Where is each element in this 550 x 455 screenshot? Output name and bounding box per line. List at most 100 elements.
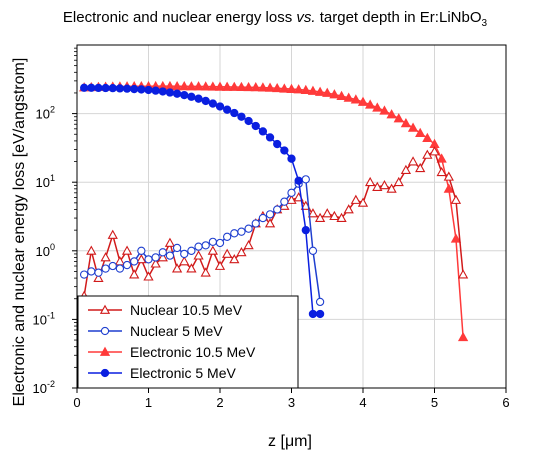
data-point-electronic-10-5-mev — [415, 127, 426, 137]
chart-title: Electronic and nuclear energy loss vs. t… — [63, 9, 488, 29]
data-point-nuclear-5-mev — [172, 243, 182, 253]
series-layer — [79, 80, 469, 342]
data-point-electronic-5-mev — [115, 84, 125, 93]
data-point-electronic-10-5-mev — [264, 82, 276, 92]
data-point-electronic-5-mev — [94, 83, 103, 93]
data-point-nuclear-10-5-mev — [457, 269, 469, 279]
data-point-nuclear-5-mev — [215, 238, 225, 248]
data-point-electronic-5-mev — [108, 83, 117, 93]
data-point-electronic-5-mev — [151, 86, 160, 95]
data-point-nuclear-10-5-mev — [86, 245, 97, 255]
data-point-nuclear-5-mev — [115, 264, 125, 273]
data-point-nuclear-5-mev — [94, 268, 103, 277]
data-point-electronic-10-5-mev — [214, 81, 226, 91]
data-point-nuclear-5-mev — [315, 297, 325, 307]
data-point-nuclear-5-mev — [273, 205, 282, 214]
data-point-nuclear-5-mev — [201, 241, 210, 250]
data-point-nuclear-10-5-mev — [307, 208, 319, 218]
data-point-electronic-10-5-mev — [443, 183, 454, 193]
x-tick-label: 1 — [145, 395, 152, 410]
legend-marker-nuclear-10-5-mev — [99, 304, 111, 314]
data-point-nuclear-10-5-mev — [186, 263, 197, 273]
data-point-electronic-10-5-mev — [407, 122, 419, 132]
data-point-electronic-5-mev — [158, 87, 167, 96]
data-point-nuclear-5-mev — [137, 246, 146, 255]
y-tick-label: 100 — [36, 242, 55, 259]
data-point-electronic-5-mev — [230, 108, 239, 118]
x-tick-label: 2 — [216, 395, 223, 410]
data-point-electronic-10-5-mev — [229, 81, 240, 91]
data-point-nuclear-5-mev — [308, 246, 318, 255]
data-point-electronic-5-mev — [237, 112, 246, 121]
data-point-electronic-5-mev — [244, 116, 253, 126]
data-point-electronic-10-5-mev — [286, 83, 297, 93]
data-point-nuclear-5-mev — [87, 267, 96, 276]
data-point-nuclear-5-mev — [122, 260, 132, 270]
data-point-electronic-5-mev — [301, 225, 310, 235]
data-point-nuclear-10-5-mev — [336, 212, 347, 222]
data-point-electronic-5-mev — [273, 139, 282, 149]
data-point-nuclear-10-5-mev — [143, 271, 154, 281]
data-point-nuclear-10-5-mev — [129, 269, 140, 279]
data-point-electronic-10-5-mev — [193, 81, 204, 91]
data-point-nuclear-10-5-mev — [407, 156, 419, 166]
data-point-nuclear-10-5-mev — [229, 254, 240, 264]
y-tick-label: 101 — [36, 173, 55, 190]
data-point-nuclear-10-5-mev — [150, 258, 161, 268]
data-point-nuclear-5-mev — [244, 224, 253, 233]
data-point-electronic-10-5-mev — [300, 84, 311, 95]
data-point-nuclear-5-mev — [265, 210, 275, 219]
data-point-nuclear-10-5-mev — [415, 162, 426, 173]
data-point-electronic-5-mev — [130, 84, 139, 94]
data-point-electronic-10-5-mev — [236, 81, 247, 92]
data-point-electronic-5-mev — [87, 83, 96, 92]
data-point-electronic-10-5-mev — [307, 85, 319, 95]
series-nuclear-10-5-mev — [79, 146, 469, 300]
data-point-electronic-5-mev — [122, 84, 132, 93]
x-axis-label-end: ] — [307, 433, 311, 450]
data-point-electronic-10-5-mev — [293, 84, 304, 94]
data-point-electronic-10-5-mev — [222, 81, 233, 91]
data-point-nuclear-10-5-mev — [450, 194, 462, 204]
data-point-nuclear-10-5-mev — [443, 171, 454, 181]
data-point-electronic-5-mev — [222, 105, 232, 114]
data-point-nuclear-10-5-mev — [93, 272, 104, 283]
data-point-electronic-5-mev — [280, 146, 289, 155]
data-point-nuclear-5-mev — [251, 219, 260, 228]
data-point-nuclear-10-5-mev — [179, 256, 190, 266]
data-point-nuclear-10-5-mev — [357, 197, 369, 207]
data-point-electronic-10-5-mev — [207, 81, 218, 91]
data-point-nuclear-10-5-mev — [264, 218, 276, 228]
data-point-electronic-10-5-mev — [457, 331, 469, 342]
data-point-electronic-10-5-mev — [272, 82, 283, 93]
data-point-nuclear-10-5-mev — [365, 176, 376, 187]
data-point-electronic-10-5-mev — [400, 118, 412, 128]
data-point-nuclear-10-5-mev — [422, 149, 433, 159]
data-point-electronic-10-5-mev — [393, 113, 404, 123]
data-point-nuclear-10-5-mev — [214, 260, 226, 270]
x-tick-label: 5 — [431, 395, 438, 410]
data-point-nuclear-5-mev — [130, 257, 139, 266]
data-point-electronic-5-mev — [187, 92, 196, 101]
legend-label-electronic-5-mev: Electronic 5 MeV — [130, 365, 236, 381]
data-point-nuclear-5-mev — [222, 232, 232, 241]
data-point-electronic-5-mev — [265, 133, 275, 142]
data-point-nuclear-10-5-mev — [343, 204, 354, 214]
data-point-electronic-10-5-mev — [200, 81, 211, 91]
data-point-nuclear-10-5-mev — [236, 246, 247, 257]
data-point-electronic-5-mev — [180, 90, 189, 100]
data-point-nuclear-10-5-mev — [379, 180, 390, 190]
data-point-electronic-5-mev — [294, 176, 303, 185]
data-point-nuclear-10-5-mev — [207, 245, 218, 255]
data-point-electronic-5-mev — [308, 309, 318, 319]
data-point-nuclear-10-5-mev — [164, 237, 176, 247]
data-point-electronic-10-5-mev — [279, 83, 290, 93]
data-point-nuclear-5-mev — [80, 270, 89, 279]
data-point-nuclear-5-mev — [144, 255, 153, 264]
data-point-electronic-10-5-mev — [343, 92, 354, 102]
data-point-nuclear-10-5-mev — [243, 240, 254, 250]
data-point-nuclear-5-mev — [237, 227, 246, 236]
data-point-nuclear-10-5-mev — [322, 208, 333, 218]
data-point-nuclear-10-5-mev — [222, 248, 233, 258]
data-point-nuclear-10-5-mev — [329, 210, 340, 221]
